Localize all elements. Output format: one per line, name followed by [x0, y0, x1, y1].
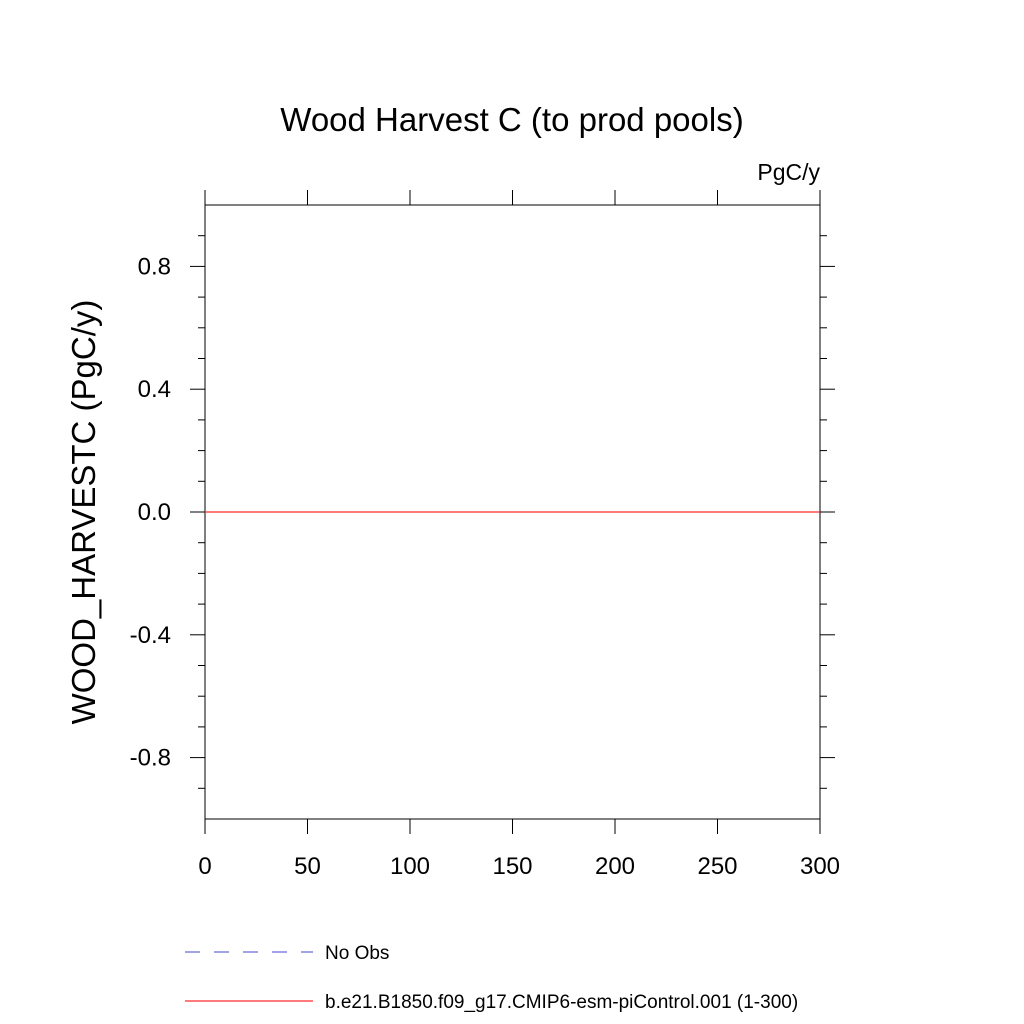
units-label: PgC/y	[757, 159, 820, 185]
y-tick-label: 0.4	[138, 376, 171, 403]
x-tick-label: 100	[390, 853, 430, 880]
x-tick-label: 200	[595, 853, 635, 880]
legend-label-1: b.e21.B1850.f09_g17.CMIP6-esm-piControl.…	[325, 992, 798, 1013]
legend-label-0: No Obs	[325, 943, 389, 964]
y-tick-label: 0.8	[138, 253, 171, 280]
ticks-layer: 0 50 100 150 200 250 300 0.8 0.4 0.0 -0.4 -0.8	[130, 190, 840, 880]
y-axis-label: WOOD_HARVESTC (PgC/y)	[65, 300, 102, 725]
y-tick-label: -0.8	[130, 745, 171, 772]
chart-title: Wood Harvest C (to prod pools)	[280, 101, 743, 138]
x-tick-label: 300	[800, 853, 840, 880]
y-tick-label: -0.4	[130, 622, 171, 649]
x-tick-label: 50	[294, 853, 321, 880]
x-tick-label: 250	[697, 853, 737, 880]
y-tick-label: 0.0	[138, 499, 171, 526]
legend: No Obs b.e21.B1850.f09_g17.CMIP6-esm-piCo…	[185, 943, 798, 1013]
x-tick-label: 150	[492, 853, 532, 880]
x-tick-label: 0	[198, 853, 211, 880]
